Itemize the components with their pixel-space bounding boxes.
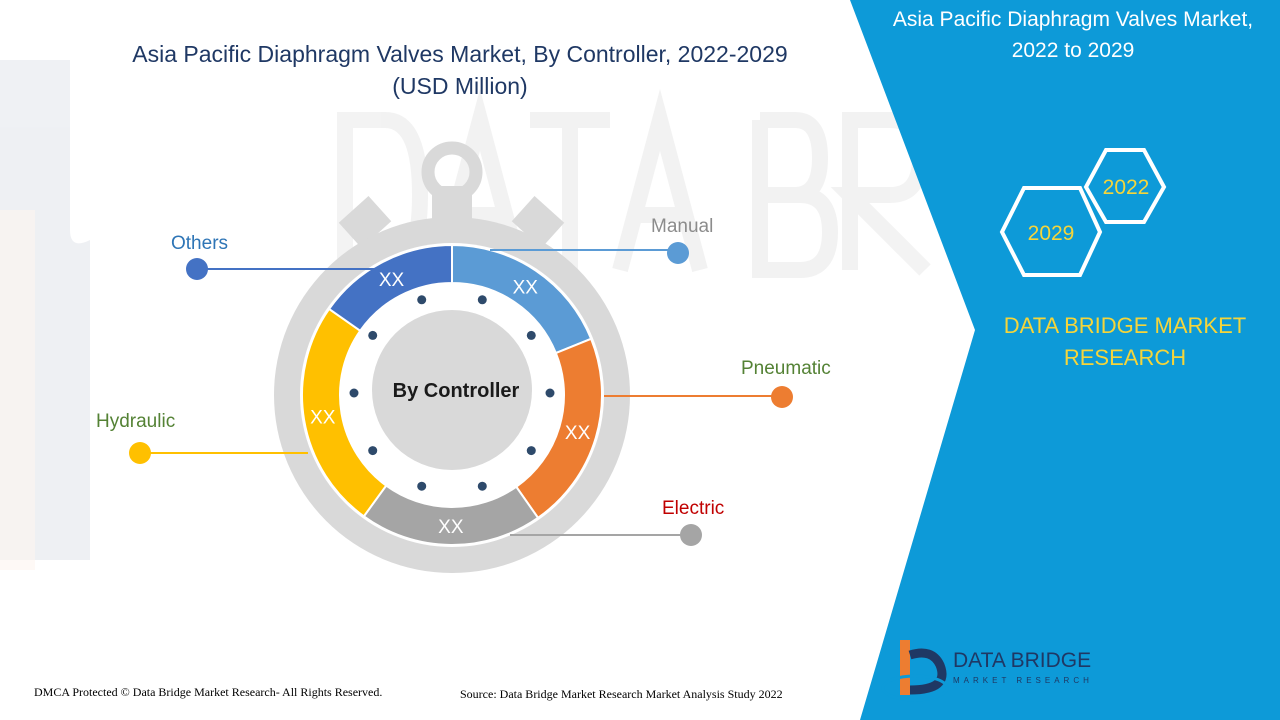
center-label: By Controller — [393, 380, 520, 402]
marker-dot-pneumatic — [771, 386, 793, 408]
panel-title-line2: 2022 to 2029 — [1011, 39, 1135, 62]
tick-dot — [526, 446, 536, 456]
footer-copyright: DMCA Protected © Data Bridge Market Rese… — [34, 685, 383, 699]
legend-label-manual: Manual — [651, 216, 714, 237]
segment-value-hydraulic: XX — [310, 408, 336, 429]
hexagon-2029 — [999, 186, 1103, 277]
hexagon-2022 — [1083, 148, 1167, 224]
tick-dots — [349, 295, 555, 491]
marker-dot-manual — [667, 242, 689, 264]
marker-dot-others — [186, 258, 208, 280]
watermark — [0, 60, 90, 570]
center-circle — [372, 310, 532, 470]
segment-value-others: XX — [379, 270, 405, 291]
chart-title: Asia Pacific Diaphragm Valves Market, By… — [90, 38, 830, 102]
logo-mark — [881, 640, 949, 702]
brand-line2: RESEARCH — [1063, 345, 1187, 370]
legend-markers — [129, 242, 793, 546]
tick-dot — [477, 295, 487, 305]
tick-dot — [368, 330, 378, 340]
tick-dot — [545, 388, 555, 398]
tick-dot — [417, 295, 427, 305]
tick-dot — [417, 481, 427, 491]
logo-subtitle: MARKET RESEARCH — [953, 676, 1093, 685]
connector-lines — [140, 249, 782, 536]
brand-text: DATA BRIDGE MARKET RESEARCH — [985, 310, 1265, 374]
marker-dot-hydraulic — [129, 442, 151, 464]
donut-ring — [301, 243, 603, 546]
tick-dot — [477, 481, 487, 491]
tick-dot — [368, 446, 378, 456]
legend-label-hydraulic: Hydraulic — [96, 411, 176, 432]
legend-label-others: Others — [171, 233, 229, 254]
tick-dot — [349, 388, 359, 398]
right-panel — [850, 0, 1280, 720]
panel-title-line1: Asia Pacific Diaphragm Valves Market, — [892, 8, 1254, 31]
segment-value-labels: XX XX XX XX XX — [310, 270, 590, 538]
logo-name: DATA BRIDGE — [953, 649, 1092, 672]
year-2022: 2022 — [1103, 176, 1150, 199]
legend-label-electric: Electric — [662, 498, 725, 519]
year-2029: 2029 — [1028, 222, 1075, 245]
panel-title: Asia Pacific Diaphragm Valves Market, 20… — [858, 4, 1280, 66]
donut-segment-others — [327, 243, 453, 333]
chart-title-line2: (USD Million) — [392, 73, 528, 99]
brand-line1: DATA BRIDGE MARKET — [1003, 313, 1247, 338]
legend-label-pneumatic: Pneumatic — [741, 358, 831, 379]
tick-dot — [526, 330, 536, 340]
marker-dot-electric — [680, 524, 702, 546]
footer-source: Source: Data Bridge Market Research Mark… — [460, 687, 783, 701]
chart-title-line1: Asia Pacific Diaphragm Valves Market, By… — [132, 41, 788, 67]
segment-value-manual: XX — [513, 277, 539, 298]
segment-value-pneumatic: XX — [565, 423, 591, 444]
segment-value-electric: XX — [438, 517, 464, 538]
